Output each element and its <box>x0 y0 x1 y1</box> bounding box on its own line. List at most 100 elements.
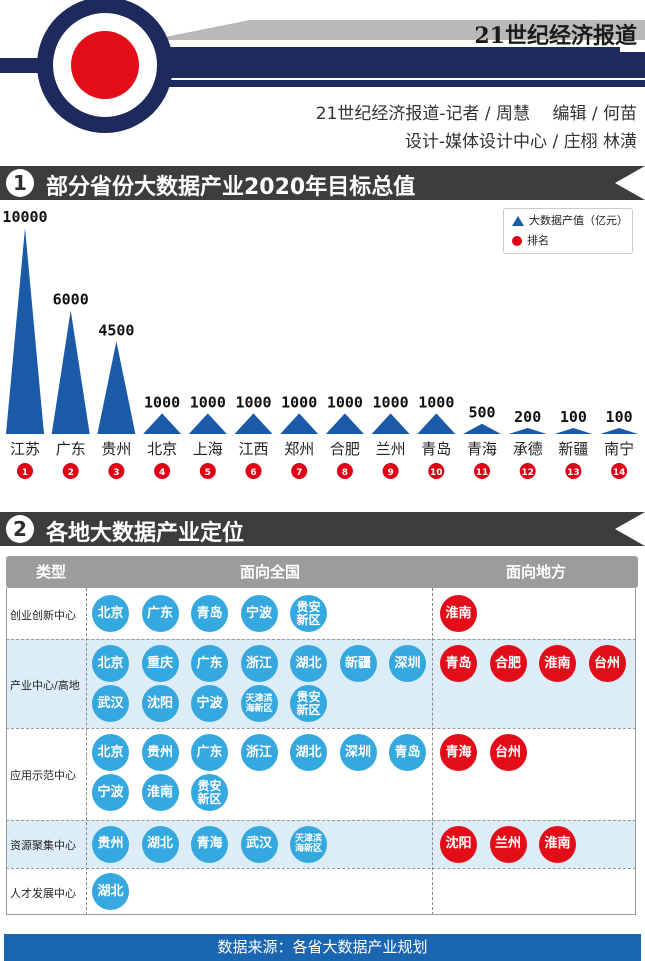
row-label: 创业创新中心 <box>10 608 76 622</box>
rank-badge <box>519 463 536 479</box>
bar-江西 <box>234 413 273 434</box>
rank-badge <box>245 463 262 479</box>
category-label: 广东 <box>56 440 86 458</box>
row-label: 资源聚集中心 <box>10 839 76 852</box>
region-chip: 贵州 <box>92 825 129 863</box>
region-chip: 沈阳 <box>141 685 179 722</box>
data-source: 数据来源：各省大数据产业规划 <box>4 934 641 961</box>
region-chip: 青海 <box>191 825 228 863</box>
rank-number: 4 <box>159 468 165 478</box>
rank-badge <box>291 463 308 479</box>
bar-北京 <box>143 413 182 434</box>
table-row: 产业中心/高地 北京 重庆 广东 浙江 湖北 新疆 深圳 武汉 沈阳 宁波 天津滨海新区 贵安新区 青岛合… <box>6 639 636 728</box>
header-local: 面向地方 <box>506 563 567 581</box>
value-label: 200 <box>514 408 541 426</box>
rank-badge <box>382 463 399 479</box>
value-label: 500 <box>468 404 495 422</box>
region-chip: 天津滨海新区 <box>240 685 278 722</box>
category-label: 新疆 <box>558 440 588 458</box>
region-chip: 湖北 <box>141 825 179 863</box>
table-row: 资源聚集中心 贵州 湖北 青海 武汉 天津滨海新区 沈阳 兰州 淮南 <box>6 820 636 868</box>
rank-number: 7 <box>296 468 302 478</box>
category-label: 青海 <box>467 440 497 458</box>
region-chip: 重庆 <box>141 645 179 682</box>
value-label: 100 <box>606 408 633 426</box>
bar-南宁 <box>600 428 639 434</box>
region-chip: 青海 <box>440 734 477 771</box>
rank-badge <box>17 463 33 479</box>
rank-badge <box>199 463 216 479</box>
region-chip: 深圳 <box>339 734 377 771</box>
scope-divider <box>432 588 433 915</box>
table-row: 人才发展中心 湖北 <box>6 868 636 915</box>
region-chip: 沈阳 <box>440 825 477 863</box>
region-chip: 宁波 <box>92 774 129 811</box>
region-chip: 兰州 <box>489 825 527 863</box>
section1-number: 1 <box>6 169 34 197</box>
bar-广东 <box>51 310 90 434</box>
bar-贵州 <box>97 341 136 434</box>
rank-badge <box>336 463 353 479</box>
row-label: 人才发展中心 <box>10 886 76 900</box>
region-chip: 宁波 <box>191 685 228 722</box>
bar-郑州 <box>280 413 319 434</box>
credit-line-reporter: 21世纪经济报道-记者 / 周慧 编辑 / 何苗 <box>315 104 637 124</box>
header-type: 类型 <box>36 563 67 581</box>
region-chip: 浙江 <box>240 734 278 771</box>
rank-number: 10 <box>430 468 443 478</box>
region-chip: 贵安新区 <box>290 595 327 632</box>
rank-number: 2 <box>68 468 74 478</box>
table-row: 应用示范中心 北京 贵州 广东 浙江 湖北 深圳 青岛 宁波 淮南 贵安新区 青海 台州 <box>6 728 636 820</box>
category-label: 郑州 <box>284 440 314 458</box>
category-label: 青岛 <box>421 440 451 458</box>
rank-number: 11 <box>476 468 489 478</box>
category-label: 南宁 <box>604 440 634 458</box>
region-chip: 浙江 <box>240 645 278 682</box>
credit-line-design: 设计-媒体设计中心 / 庄栩 林潢 <box>404 132 637 152</box>
bar-合肥 <box>325 413 364 434</box>
header-national: 面向全国 <box>240 563 301 581</box>
category-label: 兰州 <box>376 440 406 458</box>
region-chip: 贵安新区 <box>191 774 228 811</box>
table-border <box>6 588 636 915</box>
triangle-icon <box>512 216 524 226</box>
section1-title: 部分省份大数据产业2020年目标总值 <box>46 175 416 200</box>
rank-badge <box>611 463 628 479</box>
dot-icon <box>512 236 522 246</box>
publication-title: 21世纪经济报道 <box>474 23 637 49</box>
rank-number: 8 <box>342 468 348 478</box>
region-chip: 湖北 <box>92 873 129 910</box>
region-chip: 北京 <box>92 595 129 632</box>
value-label: 1000 <box>190 393 226 411</box>
category-label: 上海 <box>193 440 223 458</box>
region-chip: 台州 <box>489 734 527 771</box>
rank-badge <box>428 463 445 479</box>
category-label: 贵州 <box>101 440 131 458</box>
rank-number: 9 <box>387 468 393 478</box>
bar-承德 <box>508 428 547 434</box>
rank-badge <box>108 463 125 479</box>
category-label: 合肥 <box>330 440 360 458</box>
region-chip: 广东 <box>191 645 228 682</box>
positioning-table-header: 类型 面向全国 面向地方 <box>6 556 638 588</box>
region-chip: 湖北 <box>290 734 327 771</box>
value-label: 6000 <box>53 290 89 308</box>
region-chip: 淮南 <box>539 825 576 863</box>
row-label: 产业中心/高地 <box>10 678 80 692</box>
region-chip: 贵安新区 <box>290 685 327 722</box>
header-logo-graphic <box>0 0 645 133</box>
bar-青海 <box>463 423 501 434</box>
bar-兰州 <box>371 413 410 434</box>
table-row: 创业创新中心 北京 广东 青岛 宁波 贵安新区 淮南 <box>6 588 636 639</box>
rank-number: 6 <box>250 468 256 478</box>
category-label: 江西 <box>238 440 268 458</box>
value-label: 1000 <box>373 393 409 411</box>
rank-number: 12 <box>521 468 534 478</box>
region-chip: 北京 <box>92 734 129 771</box>
category-label: 承德 <box>513 440 543 458</box>
region-chip: 武汉 <box>240 825 278 863</box>
rank-number: 1 <box>22 468 28 478</box>
region-chip: 青岛 <box>191 595 228 632</box>
region-chip: 淮南 <box>141 774 179 811</box>
bar-青岛 <box>417 413 456 434</box>
